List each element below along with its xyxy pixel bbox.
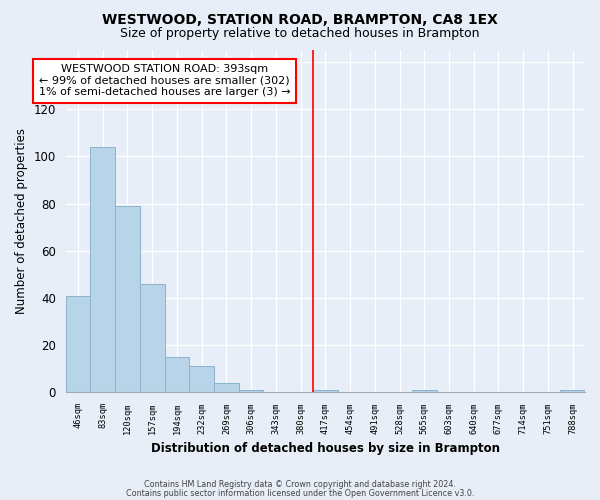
- Bar: [214, 383, 239, 392]
- Text: WESTWOOD, STATION ROAD, BRAMPTON, CA8 1EX: WESTWOOD, STATION ROAD, BRAMPTON, CA8 1E…: [102, 12, 498, 26]
- Bar: [190, 366, 214, 392]
- Bar: [115, 206, 140, 392]
- Text: Contains public sector information licensed under the Open Government Licence v3: Contains public sector information licen…: [126, 488, 474, 498]
- Bar: [91, 147, 115, 392]
- Bar: [313, 390, 338, 392]
- Y-axis label: Number of detached properties: Number of detached properties: [15, 128, 28, 314]
- Bar: [560, 390, 585, 392]
- Bar: [239, 390, 263, 392]
- Text: Contains HM Land Registry data © Crown copyright and database right 2024.: Contains HM Land Registry data © Crown c…: [144, 480, 456, 489]
- Bar: [164, 357, 190, 392]
- Bar: [65, 296, 91, 392]
- Bar: [412, 390, 437, 392]
- Bar: [140, 284, 164, 393]
- Text: WESTWOOD STATION ROAD: 393sqm
← 99% of detached houses are smaller (302)
1% of s: WESTWOOD STATION ROAD: 393sqm ← 99% of d…: [39, 64, 290, 98]
- X-axis label: Distribution of detached houses by size in Brampton: Distribution of detached houses by size …: [151, 442, 500, 455]
- Text: Size of property relative to detached houses in Brampton: Size of property relative to detached ho…: [120, 28, 480, 40]
